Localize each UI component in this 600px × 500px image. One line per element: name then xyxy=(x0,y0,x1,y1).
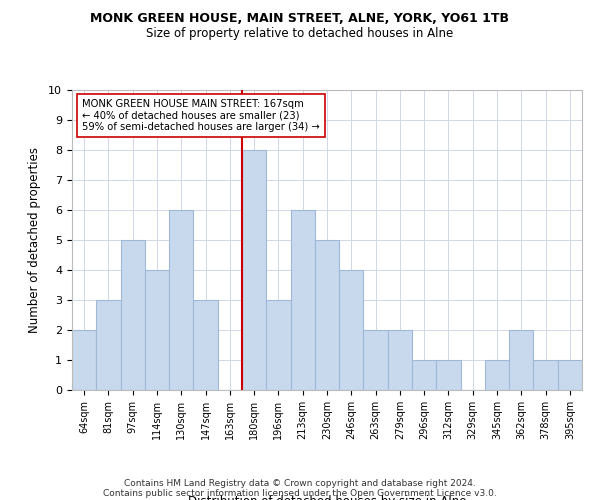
Bar xyxy=(169,210,193,390)
Bar xyxy=(436,360,461,390)
Bar xyxy=(96,300,121,390)
X-axis label: Distribution of detached houses by size in Alne: Distribution of detached houses by size … xyxy=(188,494,466,500)
Text: Contains HM Land Registry data © Crown copyright and database right 2024.: Contains HM Land Registry data © Crown c… xyxy=(124,478,476,488)
Bar xyxy=(290,210,315,390)
Bar xyxy=(558,360,582,390)
Bar xyxy=(388,330,412,390)
Y-axis label: Number of detached properties: Number of detached properties xyxy=(28,147,41,333)
Bar xyxy=(72,330,96,390)
Text: MONK GREEN HOUSE MAIN STREET: 167sqm
← 40% of detached houses are smaller (23)
5: MONK GREEN HOUSE MAIN STREET: 167sqm ← 4… xyxy=(82,99,320,132)
Text: MONK GREEN HOUSE, MAIN STREET, ALNE, YORK, YO61 1TB: MONK GREEN HOUSE, MAIN STREET, ALNE, YOR… xyxy=(91,12,509,26)
Bar xyxy=(339,270,364,390)
Bar xyxy=(485,360,509,390)
Text: Contains public sector information licensed under the Open Government Licence v3: Contains public sector information licen… xyxy=(103,488,497,498)
Bar xyxy=(193,300,218,390)
Bar xyxy=(121,240,145,390)
Bar xyxy=(412,360,436,390)
Bar xyxy=(242,150,266,390)
Bar xyxy=(145,270,169,390)
Bar xyxy=(533,360,558,390)
Text: Size of property relative to detached houses in Alne: Size of property relative to detached ho… xyxy=(146,28,454,40)
Bar xyxy=(509,330,533,390)
Bar xyxy=(315,240,339,390)
Bar xyxy=(364,330,388,390)
Bar xyxy=(266,300,290,390)
